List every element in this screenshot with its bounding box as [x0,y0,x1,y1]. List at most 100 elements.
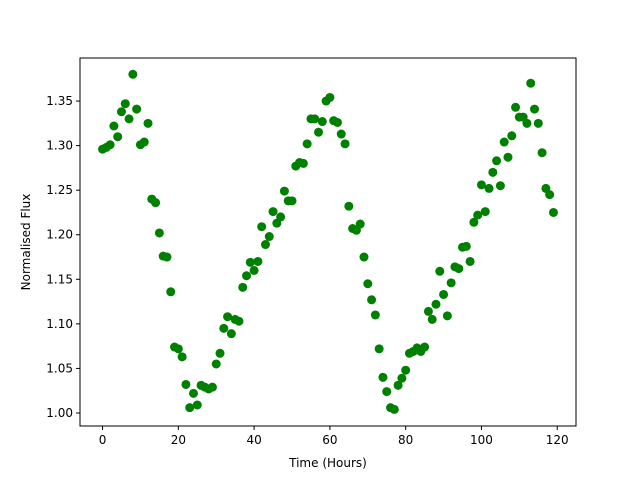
x-tick-label: 100 [470,433,493,447]
x-axis-label: Time (Hours) [288,456,367,470]
point [188,388,198,398]
point [363,279,373,289]
y-tick-label: 1.25 [46,183,73,197]
point [314,127,324,137]
point [109,121,119,131]
point [211,359,221,369]
point [492,156,502,166]
y-tick-label: 1.10 [46,317,73,331]
point [359,252,369,262]
point [389,404,399,414]
point [465,256,475,266]
y-tick-label: 1.05 [46,361,73,375]
point [507,131,517,141]
point [548,207,558,217]
point [181,379,191,389]
point [223,312,233,322]
point [530,104,540,114]
point [219,323,229,333]
point [537,148,547,158]
point [234,316,244,326]
point [242,271,252,281]
point [454,264,464,274]
point [226,329,236,339]
point [166,287,176,297]
point [128,69,138,79]
point [340,139,350,149]
x-tick-label: 20 [171,433,186,447]
point [154,228,164,238]
point [260,240,270,250]
point [442,311,452,321]
point [393,380,403,390]
point [461,241,471,251]
point [397,373,407,383]
point [276,212,286,222]
point [480,207,490,217]
point [423,306,433,316]
point [401,365,411,375]
point [185,403,195,413]
point [245,257,255,267]
point [488,167,498,177]
point [253,256,263,266]
point [173,344,183,354]
x-tick-label: 60 [322,433,337,447]
point [378,372,388,382]
x-tick-label: 120 [546,433,569,447]
point [344,201,354,211]
x-tick-label: 0 [99,433,107,447]
point [192,400,202,410]
y-tick-label: 1.00 [46,406,73,420]
point [207,382,217,392]
point [325,92,335,102]
point [302,139,312,149]
point [238,282,248,292]
point [526,78,536,88]
point [503,152,513,162]
point [139,137,149,147]
point [162,252,172,262]
y-tick-label: 1.30 [46,139,73,153]
x-tick-label: 80 [398,433,413,447]
point [298,158,308,168]
point [124,114,134,124]
x-tick-label: 40 [246,433,261,447]
point [279,186,289,196]
point [427,314,437,324]
point [105,140,115,150]
point [382,387,392,397]
point [317,117,327,127]
point [116,107,126,117]
point [249,265,259,275]
point [132,104,142,114]
point [120,99,130,109]
plot-area [79,57,577,427]
point [484,183,494,193]
point [469,217,479,227]
point [533,118,543,128]
point [287,196,297,206]
y-axis-label: Normalised Flux [19,194,33,291]
point [473,210,483,220]
point [545,190,555,200]
point [431,299,441,309]
point [143,118,153,128]
point [113,132,123,142]
point [420,342,430,352]
point [257,222,267,232]
point [151,198,161,208]
point [336,129,346,139]
point [435,266,445,276]
point [370,310,380,320]
point [439,289,449,299]
point [268,207,278,217]
point [499,137,509,147]
point [177,352,187,362]
point [355,219,365,229]
point [367,295,377,305]
point [522,118,532,128]
point [310,114,320,124]
